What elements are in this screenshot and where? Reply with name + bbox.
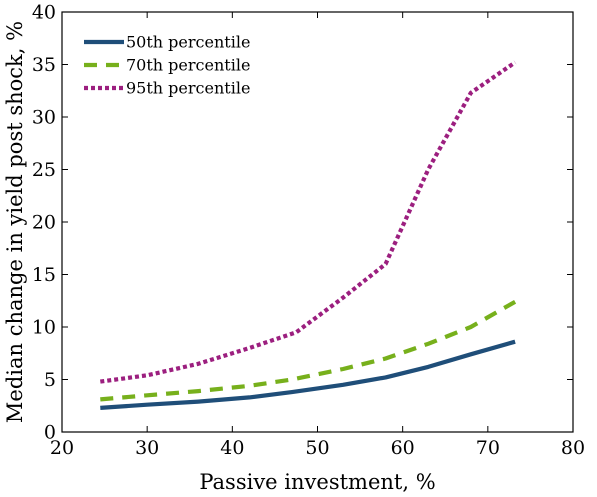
y-tick-label: 0 [44,422,56,444]
x-tick-label: 70 [476,437,500,459]
x-axis-title: Passive investment, % [199,470,435,494]
legend: 50th percentile 70th percentile 95th perce… [84,33,250,98]
x-tick-label: 30 [135,437,159,459]
legend-label-1: 50th percentile [126,33,250,52]
y-tick-label: 15 [32,264,56,286]
y-axis-title: Median change in yield post shock, % [3,21,27,423]
ticks-layer: 20 30 40 50 60 70 80 0 5 10 15 20 25 30 35 40 [32,2,585,460]
y-tick-label: 10 [32,317,56,339]
plot-area [62,12,573,432]
legend-label-2: 70th percentile [126,56,250,75]
x-tick-label: 50 [305,437,329,459]
y-tick-label: 5 [44,369,56,391]
series-line-2 [100,299,517,402]
x-tick-label: 60 [391,437,415,459]
y-tick-label: 40 [32,2,56,24]
series-line-1 [100,339,516,410]
series-line-3 [100,60,517,384]
x-tick-label: 20 [50,437,74,459]
legend-label-3: 95th percentile [126,79,250,98]
x-tick-label: 80 [561,437,585,459]
series-layer [100,60,517,410]
y-tick-label: 20 [32,212,56,234]
y-tick-label: 25 [32,159,56,181]
y-tick-label: 35 [32,54,56,76]
x-tick-label: 40 [220,437,244,459]
y-tick-label: 30 [32,107,56,129]
